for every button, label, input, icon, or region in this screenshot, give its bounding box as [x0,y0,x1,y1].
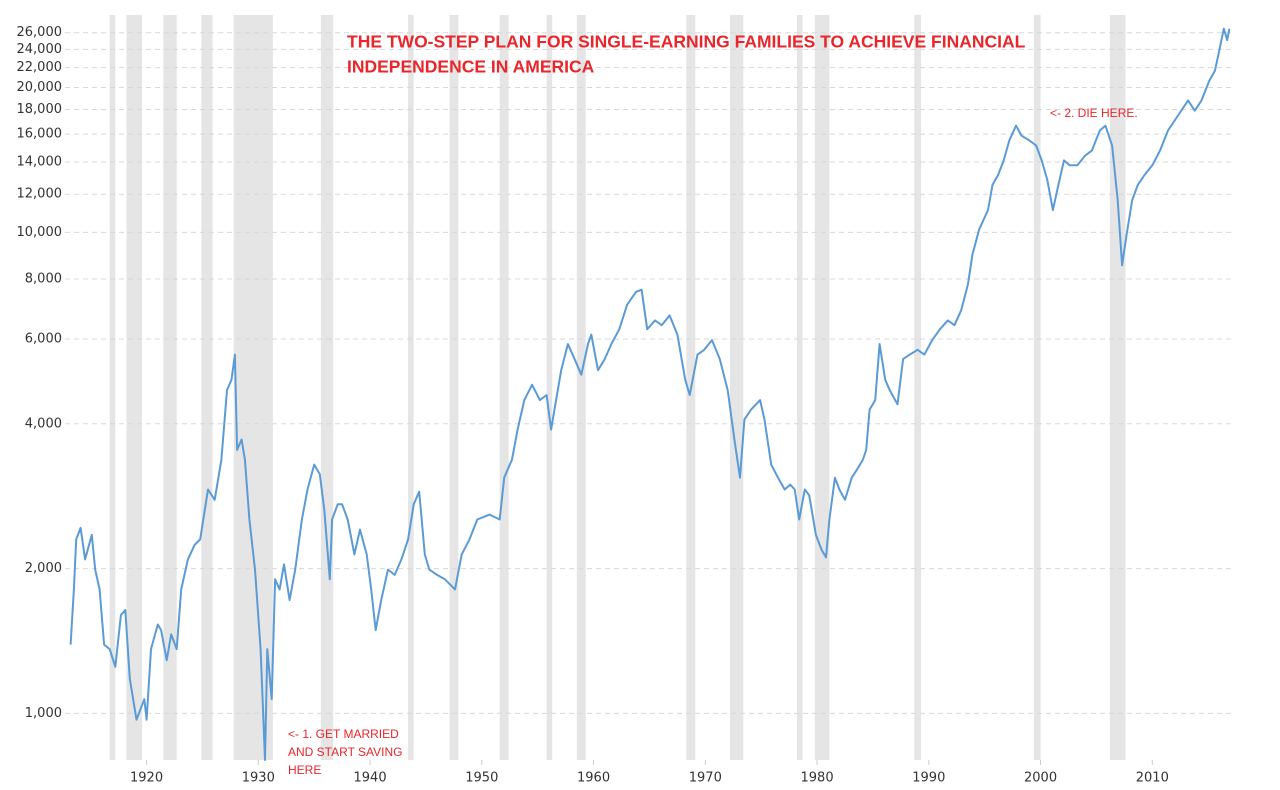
shaded-period [914,15,921,760]
y-tick-label: 12,000 [17,187,63,202]
x-tick-label: 1930 [242,771,275,786]
shaded-period [796,15,803,760]
shaded-period [109,15,116,760]
y-tick-label: 18,000 [17,102,63,117]
annotation: <- 2. DIE HERE. [1050,106,1138,120]
shaded-period [1109,15,1126,760]
x-tick-label: 1940 [354,771,387,786]
shaded-periods [109,15,1126,760]
shaded-period [546,15,553,760]
y-tick-label: 6,000 [25,332,62,347]
shaded-period [126,15,143,760]
chart-title: THE TWO-STEP PLAN FOR SINGLE-EARNING FAM… [347,32,1026,52]
x-tick-label: 1950 [465,771,498,786]
y-tick-label: 4,000 [25,416,62,431]
shaded-period [163,15,177,760]
annotation: <- 1. GET MARRIED [288,727,399,741]
x-tick-label: 1970 [689,771,722,786]
shaded-period [1033,15,1041,760]
y-tick-label: 24,000 [17,42,63,57]
annotation: AND START SAVING [288,745,402,759]
y-tick-label: 14,000 [17,155,63,170]
shaded-period [201,15,213,760]
x-tick-label: 1920 [130,771,163,786]
shaded-period [233,15,273,760]
y-tick-label: 2,000 [25,561,62,576]
shaded-period [320,15,334,760]
x-tick-label: 2000 [1024,771,1057,786]
y-tick-label: 20,000 [17,80,63,95]
y-tick-label: 1,000 [25,706,62,721]
shaded-period [449,15,459,760]
shaded-period [499,15,509,760]
x-tick-label: 1960 [577,771,610,786]
grid [65,32,1235,765]
y-tick-label: 10,000 [17,225,63,240]
shaded-period [408,15,414,760]
y-tick-label: 16,000 [17,127,63,142]
annotation: HERE [288,763,321,777]
y-tick-label: 26,000 [17,25,63,40]
x-tick-label: 2010 [1136,771,1169,786]
labels: THE TWO-STEP PLAN FOR SINGLE-EARNING FAM… [17,25,1169,785]
shaded-period [814,15,830,760]
shaded-period [576,15,586,760]
series [69,27,1231,761]
y-tick-label: 8,000 [25,271,62,286]
chart-title: INDEPENDENCE IN AMERICA [347,57,595,77]
line [69,27,1231,761]
shaded-period [729,15,744,760]
x-tick-label: 1990 [912,771,945,786]
x-tick-label: 1980 [801,771,834,786]
y-tick-label: 22,000 [17,60,63,75]
